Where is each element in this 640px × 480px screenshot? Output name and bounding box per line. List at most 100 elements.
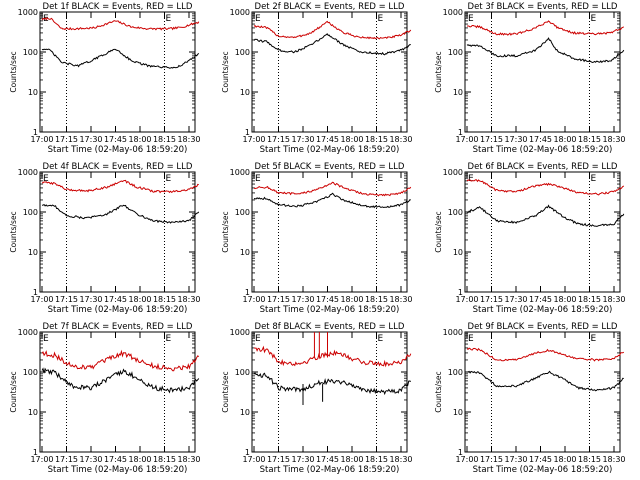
y-tick-label: 1000 bbox=[18, 8, 38, 17]
x-tick-label: 17:30 bbox=[504, 135, 527, 144]
y-axis-label: Counts/sec bbox=[9, 51, 18, 92]
x-axis-label: Start Time (02-May-06 18:59:20) bbox=[48, 465, 188, 475]
x-tick-label: 18:30 bbox=[602, 135, 625, 144]
y-axis-label: Counts/sec bbox=[434, 211, 443, 252]
y-tick-label: 10 bbox=[453, 88, 463, 97]
x-tick-label: 18:30 bbox=[602, 295, 625, 304]
x-tick-label: 17:00 bbox=[242, 295, 265, 304]
y-axis-label: Counts/sec bbox=[434, 371, 443, 412]
y-axis-label: Counts/sec bbox=[221, 371, 230, 412]
x-tick-label: 18:00 bbox=[340, 295, 363, 304]
x-tick-label: 17:30 bbox=[504, 455, 527, 464]
y-tick-label: 100 bbox=[23, 208, 38, 217]
chart-panel-9: Det 9f BLACK = Events, RED = LLD 1 10 100 10… bbox=[434, 322, 626, 475]
y-tick-label: 10 bbox=[28, 88, 38, 97]
series-events-line bbox=[41, 367, 200, 394]
y-tick-label: 1 bbox=[33, 128, 38, 137]
x-tick-label: 17:15 bbox=[480, 295, 503, 304]
x-tick-label: 17:45 bbox=[529, 455, 552, 464]
x-tick-label: 17:15 bbox=[480, 455, 503, 464]
y-axis-label: Counts/sec bbox=[434, 51, 443, 92]
series-events-line bbox=[41, 203, 200, 224]
chart-panel-1: Det 1f BLACK = Events, RED = LLD 1 10 100 10… bbox=[9, 2, 201, 155]
series-events-line bbox=[466, 204, 625, 227]
x-tick-label: 17:45 bbox=[316, 295, 339, 304]
y-tick-label: 1000 bbox=[443, 8, 463, 17]
series-lld-line bbox=[466, 20, 624, 36]
y-tick-label: 1000 bbox=[443, 168, 463, 177]
x-tick-label: 18:30 bbox=[389, 455, 412, 464]
x-tick-label: 17:30 bbox=[291, 455, 314, 464]
chart-panel-7: Det 7f BLACK = Events, RED = LLD 1 10 100 10… bbox=[9, 322, 201, 475]
event-marker-end: E bbox=[591, 334, 597, 344]
series-lld-line bbox=[41, 17, 200, 31]
y-axis-label: Counts/sec bbox=[9, 211, 18, 252]
y-tick-label: 1 bbox=[458, 288, 463, 297]
x-tick-label: 17:15 bbox=[55, 295, 78, 304]
x-tick-label: 17:00 bbox=[242, 135, 265, 144]
x-tick-label: 18:00 bbox=[553, 135, 576, 144]
series-events-line bbox=[466, 370, 624, 392]
x-tick-label: 17:45 bbox=[529, 295, 552, 304]
series-events-line bbox=[466, 37, 625, 64]
chart-title: Det 9f BLACK = Events, RED = LLD bbox=[468, 322, 618, 332]
y-axis-label: Counts/sec bbox=[221, 51, 230, 92]
chart-title: Det 5f BLACK = Events, RED = LLD bbox=[255, 162, 405, 172]
series-lld-line bbox=[41, 349, 200, 372]
y-tick-label: 1 bbox=[33, 288, 38, 297]
x-axis-label: Start Time (02-May-06 18:59:20) bbox=[473, 465, 613, 475]
x-axis-label: Start Time (02-May-06 18:59:20) bbox=[260, 145, 400, 155]
x-tick-label: 17:45 bbox=[316, 455, 339, 464]
y-tick-label: 1 bbox=[458, 448, 463, 457]
chart-panel-5: Det 5f BLACK = Events, RED = LLD 1 10 100 10… bbox=[221, 162, 413, 315]
x-tick-label: 18:00 bbox=[128, 455, 151, 464]
x-tick-label: 17:15 bbox=[267, 135, 290, 144]
series-lld-line bbox=[253, 20, 412, 40]
chart-panel-3: Det 3f BLACK = Events, RED = LLD 1 10 100 10… bbox=[434, 2, 626, 155]
x-tick-label: 17:45 bbox=[316, 135, 339, 144]
y-tick-label: 100 bbox=[235, 208, 250, 217]
y-tick-label: 1 bbox=[458, 128, 463, 137]
event-marker-start: E bbox=[255, 174, 261, 184]
x-tick-label: 18:15 bbox=[153, 135, 176, 144]
event-marker-end: E bbox=[378, 14, 384, 24]
event-marker-end: E bbox=[166, 334, 172, 344]
y-axis-label: Counts/sec bbox=[221, 211, 230, 252]
x-tick-label: 17:30 bbox=[79, 295, 102, 304]
x-tick-label: 18:30 bbox=[177, 135, 200, 144]
x-tick-label: 18:00 bbox=[340, 455, 363, 464]
x-tick-label: 18:15 bbox=[578, 455, 601, 464]
x-tick-label: 17:45 bbox=[104, 455, 127, 464]
y-tick-label: 100 bbox=[23, 368, 38, 377]
chart-panel-4: Det 4f BLACK = Events, RED = LLD 1 10 100 10… bbox=[9, 162, 201, 315]
x-tick-label: 18:15 bbox=[153, 295, 176, 304]
chart-title: Det 4f BLACK = Events, RED = LLD bbox=[43, 162, 193, 172]
series-lld-line bbox=[41, 179, 199, 194]
series-lld-line bbox=[466, 347, 625, 362]
plot-frame bbox=[251, 11, 408, 133]
y-tick-label: 1 bbox=[245, 288, 250, 297]
x-tick-label: 18:30 bbox=[602, 455, 625, 464]
x-tick-label: 18:30 bbox=[389, 295, 412, 304]
x-tick-label: 18:00 bbox=[128, 135, 151, 144]
plot-frame bbox=[39, 171, 196, 293]
y-tick-label: 10 bbox=[28, 248, 38, 257]
x-tick-label: 17:30 bbox=[504, 295, 527, 304]
x-tick-label: 17:30 bbox=[291, 295, 314, 304]
x-tick-label: 18:30 bbox=[389, 135, 412, 144]
y-axis-label: Counts/sec bbox=[9, 371, 18, 412]
x-axis-label: Start Time (02-May-06 18:59:20) bbox=[260, 465, 400, 475]
x-tick-label: 18:00 bbox=[553, 295, 576, 304]
event-marker-end: E bbox=[378, 174, 384, 184]
event-marker-start: E bbox=[468, 334, 474, 344]
y-tick-label: 100 bbox=[448, 208, 463, 217]
chart-title: Det 6f BLACK = Events, RED = LLD bbox=[468, 162, 618, 172]
x-tick-label: 18:15 bbox=[365, 295, 388, 304]
x-tick-label: 17:00 bbox=[455, 295, 478, 304]
event-marker-end: E bbox=[166, 14, 172, 24]
y-tick-label: 100 bbox=[23, 48, 38, 57]
y-tick-label: 10 bbox=[453, 408, 463, 417]
y-tick-label: 10 bbox=[28, 408, 38, 417]
event-marker-start: E bbox=[468, 14, 474, 24]
